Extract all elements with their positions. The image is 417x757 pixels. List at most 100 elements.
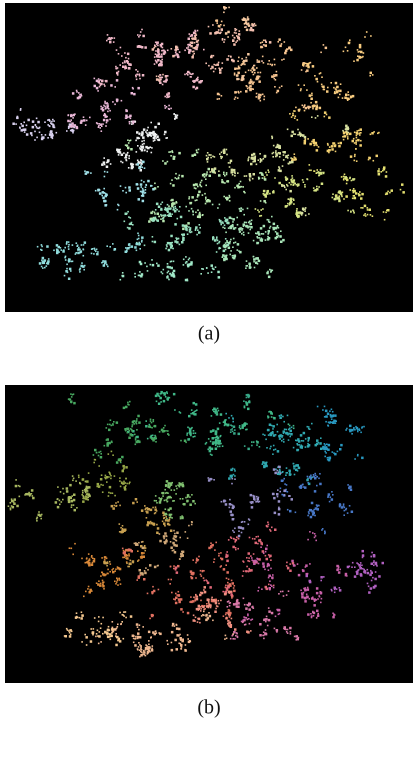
dot bbox=[169, 260, 172, 263]
dot bbox=[127, 403, 129, 406]
dot bbox=[316, 439, 319, 442]
dot bbox=[229, 431, 232, 433]
dot bbox=[348, 98, 350, 100]
dot bbox=[326, 443, 328, 445]
dot bbox=[267, 563, 270, 567]
dot bbox=[237, 534, 241, 538]
dot bbox=[250, 78, 252, 81]
dot bbox=[159, 81, 162, 84]
dot bbox=[350, 510, 354, 513]
dot bbox=[213, 239, 217, 242]
dot bbox=[154, 495, 157, 497]
dot bbox=[327, 493, 331, 496]
dot bbox=[264, 201, 267, 204]
dot bbox=[238, 185, 241, 188]
dot bbox=[372, 159, 375, 162]
dot bbox=[90, 248, 93, 250]
dot bbox=[211, 442, 215, 445]
dot bbox=[215, 607, 217, 610]
dot bbox=[257, 562, 260, 565]
dot bbox=[161, 430, 165, 433]
dot bbox=[257, 259, 261, 263]
dot bbox=[248, 618, 250, 620]
dot bbox=[136, 418, 138, 420]
dot bbox=[103, 175, 106, 178]
dot bbox=[208, 199, 211, 203]
dot bbox=[145, 425, 148, 428]
dot bbox=[246, 570, 248, 572]
dot bbox=[205, 614, 208, 617]
dot bbox=[91, 555, 93, 557]
dot bbox=[141, 193, 144, 195]
dot bbox=[99, 84, 102, 87]
dot bbox=[217, 24, 221, 28]
dot bbox=[254, 208, 257, 210]
dot bbox=[75, 125, 78, 129]
dot bbox=[232, 529, 234, 532]
dot bbox=[317, 598, 319, 600]
dot bbox=[196, 46, 199, 49]
dot bbox=[232, 505, 235, 508]
dot bbox=[199, 227, 201, 229]
dot bbox=[283, 184, 285, 187]
dot bbox=[335, 420, 337, 422]
dot bbox=[140, 654, 143, 657]
dot bbox=[215, 251, 218, 253]
dot bbox=[156, 262, 158, 265]
dot bbox=[259, 172, 261, 174]
dot bbox=[131, 560, 135, 563]
dot bbox=[272, 444, 275, 447]
dot bbox=[193, 153, 197, 156]
dot bbox=[230, 424, 232, 426]
dot bbox=[255, 501, 257, 503]
dot bbox=[218, 98, 220, 100]
dot bbox=[202, 577, 205, 579]
dot bbox=[366, 209, 369, 211]
dot bbox=[122, 531, 124, 533]
dot bbox=[262, 39, 265, 42]
dot bbox=[286, 183, 288, 186]
dot bbox=[288, 473, 292, 476]
dot bbox=[174, 598, 176, 601]
dot bbox=[236, 97, 239, 99]
dot bbox=[143, 142, 145, 145]
dot bbox=[108, 491, 110, 494]
dot bbox=[279, 236, 281, 238]
dot bbox=[311, 116, 313, 118]
dot bbox=[223, 195, 225, 198]
dot bbox=[277, 471, 280, 474]
dot bbox=[34, 130, 36, 133]
dot bbox=[141, 160, 144, 163]
dot bbox=[84, 497, 86, 500]
dot bbox=[139, 45, 142, 48]
dot bbox=[247, 570, 250, 573]
dot bbox=[170, 260, 173, 263]
dot bbox=[353, 212, 355, 214]
dot bbox=[154, 511, 157, 514]
dot bbox=[183, 439, 187, 442]
dot bbox=[210, 156, 212, 159]
dot bbox=[107, 625, 110, 628]
dot bbox=[251, 557, 253, 559]
dot bbox=[295, 158, 297, 161]
dot bbox=[159, 396, 162, 400]
dot bbox=[282, 154, 285, 156]
dot bbox=[193, 410, 196, 413]
dot bbox=[222, 249, 226, 253]
dot bbox=[218, 170, 220, 172]
dot bbox=[287, 154, 290, 157]
dot bbox=[169, 272, 172, 275]
dot bbox=[194, 35, 196, 38]
dot bbox=[198, 190, 201, 194]
dot bbox=[123, 152, 125, 154]
dot bbox=[167, 492, 169, 494]
dot bbox=[261, 60, 263, 62]
dot bbox=[186, 47, 188, 49]
dot bbox=[266, 174, 268, 176]
dot bbox=[225, 590, 227, 592]
dot bbox=[276, 226, 279, 228]
dot bbox=[130, 428, 133, 431]
dot bbox=[174, 638, 177, 642]
dot bbox=[85, 497, 88, 501]
dot bbox=[186, 434, 188, 436]
